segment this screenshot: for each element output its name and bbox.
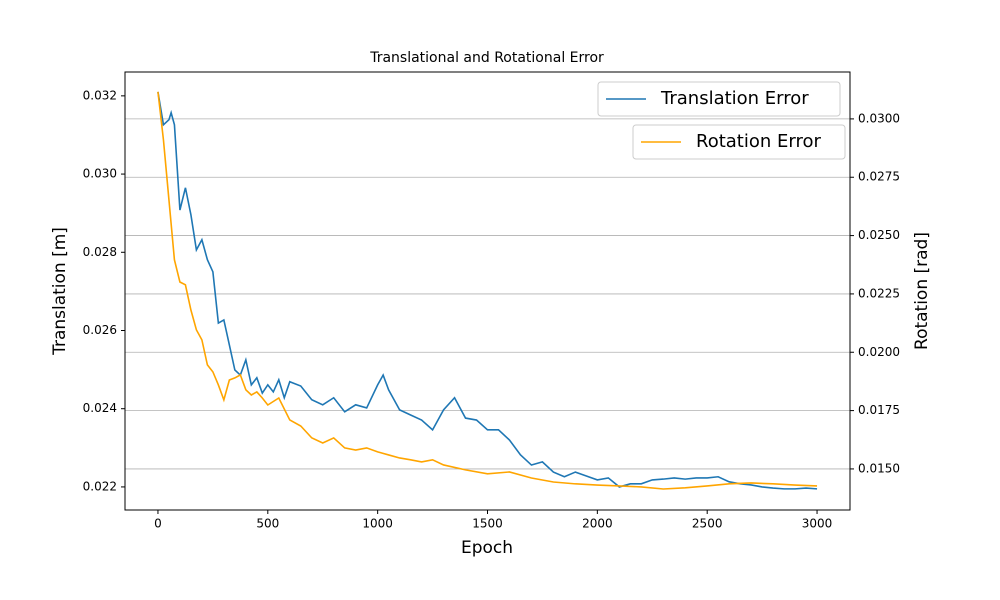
y-tick-label: 0.024: [83, 401, 117, 415]
x-tick-label: 1000: [362, 517, 393, 531]
y2-tick-label: 0.0150: [858, 461, 900, 475]
y-axis-label: Translation [m]: [50, 227, 70, 356]
x-axis-label: Epoch: [461, 538, 513, 558]
x-tick-label: 2000: [582, 517, 613, 531]
y2-tick-label: 0.0200: [858, 345, 900, 359]
y2-tick-label: 0.0225: [858, 286, 900, 300]
legend-box: [632, 124, 846, 160]
legend-label: Translation Error: [660, 88, 809, 109]
y2-axis-label: Rotation [rad]: [912, 232, 932, 350]
y2-tick-label: 0.0175: [858, 403, 900, 417]
y2-tick-label: 0.0275: [858, 170, 900, 184]
chart-title: Translational and Rotational Error: [369, 50, 604, 66]
y2-tick-label: 0.0300: [858, 111, 900, 125]
legend-label: Rotation Error: [696, 131, 821, 152]
legend-box: [597, 81, 841, 117]
y-tick-label: 0.030: [83, 167, 117, 181]
series-line: [157, 91, 818, 490]
y-tick-label: 0.032: [83, 88, 117, 102]
y-tick-label: 0.026: [83, 323, 117, 337]
x-tick-label: 3000: [802, 517, 833, 531]
x-tick-label: 0: [154, 517, 162, 531]
y-tick-label: 0.028: [83, 245, 117, 259]
series-line: [157, 91, 818, 490]
x-tick-label: 1500: [472, 517, 503, 531]
plot-frame: [124, 71, 851, 511]
y-tick-label: 0.022: [83, 479, 117, 493]
x-tick-label: 500: [256, 517, 279, 531]
y2-tick-label: 0.0250: [858, 228, 900, 242]
x-tick-label: 2500: [692, 517, 723, 531]
